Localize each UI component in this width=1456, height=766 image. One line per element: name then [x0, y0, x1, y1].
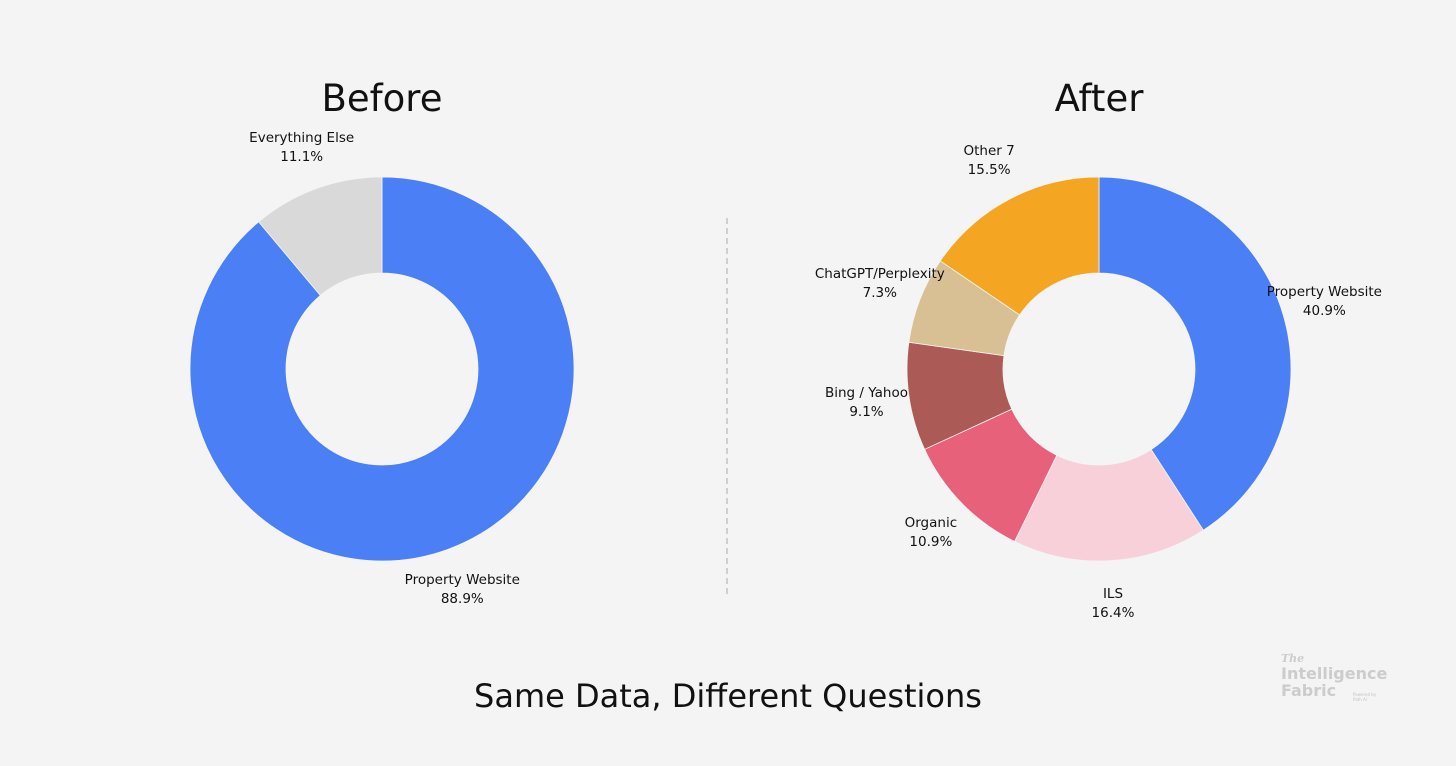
slice-label-name: ILS: [1102, 585, 1124, 602]
after-slice-other-7: [939, 176, 1100, 316]
logo-tagline: Powered by Path AI: [1353, 692, 1377, 702]
after-slice-property-website: [1098, 176, 1292, 531]
logo-the: The: [1281, 652, 1305, 665]
footer-title: Same Data, Different Questions: [474, 677, 982, 715]
after-label-bing-yahoo: Bing / Yahoo 9.1%: [776, 384, 956, 422]
after-label-chatgpt-perplexity: ChatGPT/Perplexity 7.3%: [790, 265, 970, 303]
slice-label-name: ChatGPT/Perplexity: [814, 266, 945, 283]
before-label-property-website: Property Website 88.9%: [372, 571, 552, 609]
after-label-organic: Organic 10.9%: [841, 514, 1021, 552]
slice-label-name: Organic: [904, 515, 958, 532]
slice-label-name: Other 7: [963, 143, 1015, 160]
before-slice-property-website: [189, 176, 575, 562]
logo-fabric: Fabric: [1281, 681, 1337, 700]
slice-label-value: 10.9%: [909, 534, 953, 551]
slice-label-value: 40.9%: [1302, 303, 1346, 320]
slice-label-name: Bing / Yahoo: [824, 385, 908, 402]
intelligence-fabric-logo: The Intelligence Fabric Powered by Path …: [1281, 652, 1391, 702]
slice-label-value: 9.1%: [849, 404, 884, 421]
slice-label-name: Everything Else: [249, 130, 355, 147]
after-donut: [906, 176, 1292, 562]
before-chart-title: Before: [321, 77, 443, 120]
slice-label-value: 16.4%: [1091, 604, 1135, 621]
after-chart-title: After: [1054, 77, 1144, 120]
after-label-ils: ILS 16.4%: [1023, 585, 1203, 623]
after-slice-ils: [1014, 449, 1204, 562]
slice-label-value: 11.1%: [280, 149, 324, 166]
slice-label-value: 15.5%: [967, 162, 1011, 179]
slice-label-name: Property Website: [404, 571, 520, 588]
after-label-other-7: Other 7 15.5%: [899, 142, 1079, 180]
slice-label-name: Property Website: [1266, 284, 1382, 301]
after-label-property-website: Property Website 40.9%: [1234, 283, 1414, 321]
before-label-everything-else: Everything Else 11.1%: [212, 129, 392, 167]
logo-intelligence: Intelligence: [1281, 664, 1388, 683]
dashed-divider: [726, 218, 728, 594]
before-slice-everything-else: [258, 176, 383, 296]
slice-label-value: 88.9%: [440, 590, 484, 607]
before-donut: [189, 176, 575, 562]
slice-label-value: 7.3%: [862, 285, 897, 302]
